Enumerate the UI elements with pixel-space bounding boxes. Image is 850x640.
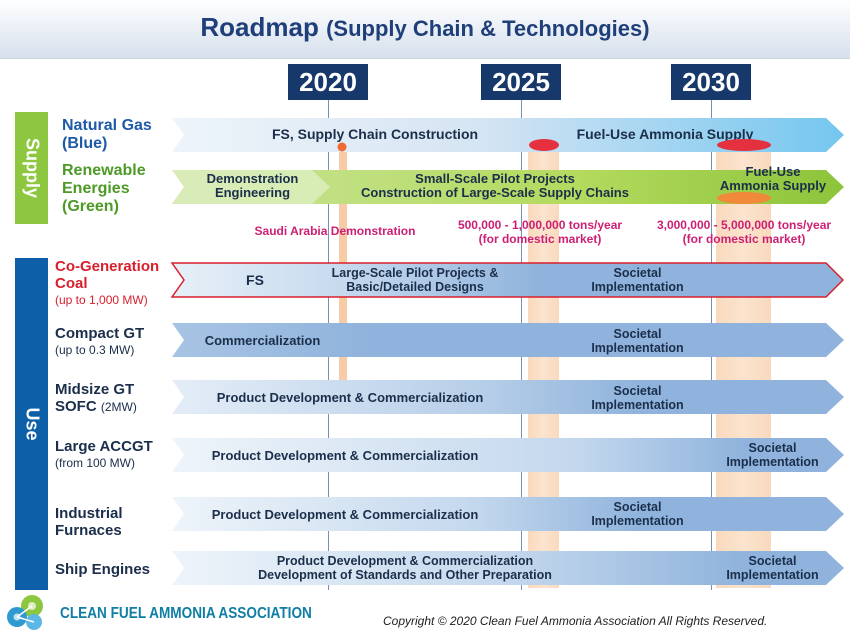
organization-name: CLEAN FUEL AMMONIA ASSOCIATION xyxy=(60,605,312,622)
milestone-marker-2030 xyxy=(717,139,771,151)
cogen-phase-1: FS xyxy=(246,272,264,288)
title-main: Roadmap xyxy=(200,12,319,42)
saudi-demo-annotation: Saudi Arabia Demonstration xyxy=(254,224,416,238)
compact-gt-label: Compact GT (up to 0.3 MW) xyxy=(55,325,145,357)
milestone-marker-2025 xyxy=(529,139,559,151)
supply-section-label: Supply xyxy=(15,112,48,224)
industrial-furnaces-phase-2: Societal Implementation xyxy=(591,500,684,528)
midsize-gt-phase-2: Societal Implementation xyxy=(591,384,684,412)
year-2025: 2025 xyxy=(481,64,561,100)
cogen-coal-label: Co-Generation Coal (up to 1,000 MW) xyxy=(55,258,160,307)
copyright-notice: Copyright © 2020 Clean Fuel Ammonia Asso… xyxy=(383,614,768,628)
large-accgt-label: Large ACCGT (from 100 MW) xyxy=(55,438,153,470)
title-subtitle: (Supply Chain & Technologies) xyxy=(326,16,650,41)
ship-engines-arrow xyxy=(172,551,844,585)
year-2030: 2030 xyxy=(671,64,751,100)
saudi-demo-marker xyxy=(337,142,347,152)
large-accgt-arrow xyxy=(172,438,844,472)
compact-gt-arrow xyxy=(172,323,844,357)
target-2030-annotation: 3,000,000 - 5,000,000 tons/year (for dom… xyxy=(656,218,832,246)
midsize-gt-label: Midsize GT SOFC (2MW) xyxy=(55,381,137,415)
renewable-phase-2: Small-Scale Pilot Projects Construction … xyxy=(361,171,629,200)
title-bar: Roadmap (Supply Chain & Technologies) xyxy=(0,0,850,59)
large-accgt-phase-2: Societal Implementation xyxy=(726,441,819,469)
ship-engines-label: Ship Engines xyxy=(55,561,151,578)
compact-gt-phase-1: Commercialization xyxy=(204,333,321,348)
target-2025-annotation: 500,000 - 1,000,000 tons/year (for domes… xyxy=(457,218,623,246)
renewable-energies-label: Renewable Energies (Green) xyxy=(62,162,146,215)
cogen-phase-2: Large-Scale Pilot Projects & Basic/Detai… xyxy=(331,266,499,294)
large-accgt-phase-1: Product Development & Commercialization xyxy=(211,448,479,463)
use-section-label: Use xyxy=(15,258,48,590)
natural-gas-label: Natural Gas (Blue) xyxy=(62,117,152,152)
midsize-gt-phase-1: Product Development & Commercialization xyxy=(216,390,484,405)
renewable-phase-1: Demonstration Engineering xyxy=(206,171,299,200)
compact-gt-phase-2: Societal Implementation xyxy=(591,327,684,355)
renewable-phase-3: Fuel-Use Ammonia Supply xyxy=(719,164,827,193)
midsize-gt-arrow xyxy=(172,380,844,414)
association-logo xyxy=(7,595,43,630)
year-2020: 2020 xyxy=(288,64,368,100)
cogen-phase-3: Societal Implementation xyxy=(591,266,684,294)
ship-engines-phase-1: Product Development & Commercialization … xyxy=(258,554,552,582)
industrial-furnaces-phase-1: Product Development & Commercialization xyxy=(211,507,479,522)
ship-engines-phase-2: Societal Implementation xyxy=(726,554,819,582)
milestone-marker-2030-green xyxy=(717,192,771,204)
cogen-coal-arrow xyxy=(170,262,845,298)
page-title: Roadmap (Supply Chain & Technologies) xyxy=(0,12,850,43)
natural-gas-phase-1: FS, Supply Chain Construction xyxy=(271,126,479,142)
natural-gas-phase-2: Fuel-Use Ammonia Supply xyxy=(576,126,754,142)
industrial-furnaces-label: Industrial Furnaces xyxy=(55,505,123,539)
industrial-furnaces-arrow xyxy=(172,497,844,531)
renewable-arrow xyxy=(172,170,844,204)
